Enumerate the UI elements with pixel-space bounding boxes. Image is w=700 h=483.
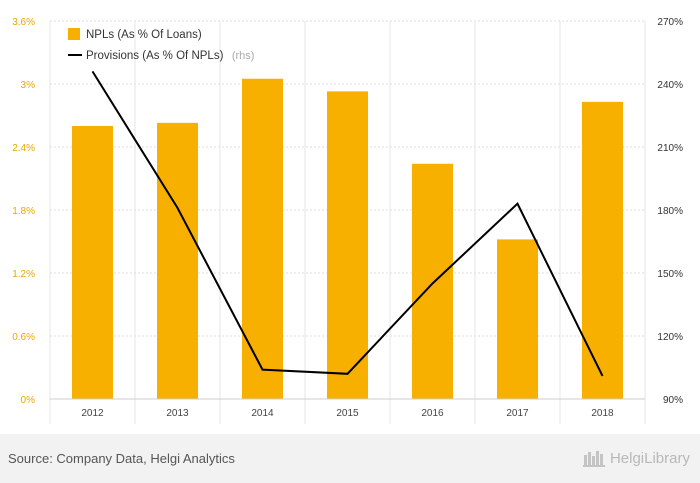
bar-2017 [497,239,538,399]
legend-label-provisions: Provisions (As % Of NPLs) [86,50,224,62]
x-tick-label: 2015 [336,408,359,419]
x-tick-label: 2014 [251,408,274,419]
y-right-tick-label: 180% [657,206,683,217]
y-right-tick-label: 240% [657,80,683,91]
y-right-tick-label: 90% [663,395,683,406]
bar-2015 [327,91,368,399]
x-tick-label: 2018 [591,408,614,419]
x-tick-label: 2016 [421,408,444,419]
bar-2016 [412,163,453,399]
line-series [91,70,604,377]
y-left-tick-label: 0.6% [12,332,35,343]
bar-2018 [582,101,623,399]
y-right-tick-label: 270% [657,17,683,28]
y-right-tick-label: 120% [657,332,683,343]
x-tick-label: 2012 [81,408,104,419]
y-left-tick-label: 3% [21,80,36,91]
legend: NPLs (As % Of Loans) Provisions (As % Of… [68,28,254,63]
y-right-tick-label: 210% [657,143,683,154]
legend-label-provisions-group: Provisions (As % Of NPLs) (rhs) [86,46,254,63]
library-icon [582,451,605,467]
x-tick-label: 2013 [166,408,189,419]
bar-2013 [157,122,198,399]
y-right-tick-label: 150% [657,269,683,280]
axes: 0% 0.6% 1.2% 1.8% 2.4% 3% 3.6% 90% 120% 150% 180% 2… [12,17,683,419]
legend-rhs-note: (rhs) [232,50,255,62]
bar-2012 [72,126,113,399]
footer [0,434,700,483]
bar-2014 [242,78,283,399]
y-left-tick-label: 3.6% [12,17,35,28]
y-left-tick-label: 2.4% [12,143,35,154]
bar-series [72,78,623,399]
legend-label-npls: NPLs (As % Of Loans) [86,29,202,41]
source-note: Source: Company Data, Helgi Analytics [8,451,235,466]
y-left-tick-label: 1.8% [12,206,35,217]
y-left-tick-label: 0% [21,395,36,406]
chart: 0% 0.6% 1.2% 1.8% 2.4% 3% 3.6% 90% 120% 150% 180% 2… [12,17,683,424]
x-tick-label: 2017 [506,408,529,419]
brand-name: HelgiLibrary [609,449,690,467]
brand-logo: HelgiLibrary [582,449,690,467]
legend-swatch-npls [68,28,80,40]
y-left-tick-label: 1.2% [12,269,35,280]
